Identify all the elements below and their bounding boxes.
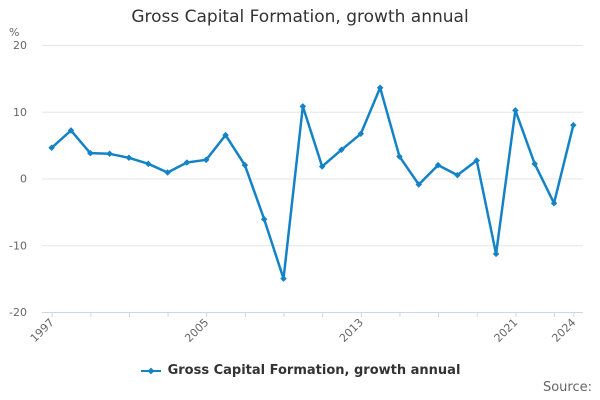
data-point-marker[interactable] bbox=[396, 153, 403, 160]
data-point-marker[interactable] bbox=[531, 160, 538, 168]
data-point-marker[interactable] bbox=[222, 131, 229, 139]
legend-label: Gross Capital Formation, growth annual bbox=[167, 363, 461, 378]
x-tick-label: 2013 bbox=[337, 316, 366, 345]
data-point-marker[interactable] bbox=[492, 250, 500, 258]
data-point-marker[interactable] bbox=[164, 169, 171, 176]
y-tick-label: 10 bbox=[13, 106, 27, 119]
x-tick-label: 1997 bbox=[28, 316, 57, 345]
data-point-marker[interactable] bbox=[454, 171, 461, 179]
data-point-marker[interactable] bbox=[299, 103, 307, 110]
data-point-marker[interactable] bbox=[512, 107, 519, 114]
legend-item[interactable]: Gross Capital Formation, growth annual bbox=[0, 363, 600, 378]
chart-title: Gross Capital Formation, growth annual bbox=[131, 7, 469, 27]
data-point-marker[interactable] bbox=[357, 130, 365, 138]
data-point-marker[interactable] bbox=[125, 154, 133, 162]
x-tick-label: 2021 bbox=[492, 316, 521, 345]
y-tick-label: -10 bbox=[9, 239, 27, 252]
data-point-marker[interactable] bbox=[415, 181, 423, 188]
legend-glyph-marker bbox=[147, 367, 154, 374]
y-tick-label: 20 bbox=[13, 39, 27, 52]
data-point-marker[interactable] bbox=[260, 215, 268, 223]
data-point-marker[interactable] bbox=[473, 157, 480, 164]
data-point-marker[interactable] bbox=[280, 275, 287, 282]
legend-line-marker-icon bbox=[140, 367, 161, 374]
y-axis-unit-label: % bbox=[9, 26, 20, 39]
y-tick-label: 0 bbox=[20, 173, 27, 186]
data-point-marker[interactable] bbox=[376, 84, 384, 91]
data-point-marker[interactable] bbox=[48, 144, 55, 152]
data-point-marker[interactable] bbox=[67, 127, 75, 134]
data-point-marker[interactable] bbox=[570, 121, 577, 129]
data-line bbox=[50, 86, 575, 280]
data-point-marker[interactable] bbox=[202, 156, 210, 164]
x-tick-label: 2024 bbox=[549, 316, 578, 345]
data-point-marker[interactable] bbox=[550, 199, 558, 207]
data-point-marker[interactable] bbox=[87, 149, 94, 157]
x-tick-label: 2005 bbox=[182, 316, 211, 345]
data-point-marker[interactable] bbox=[183, 159, 191, 166]
y-tick-label: -20 bbox=[9, 306, 27, 319]
data-point-marker[interactable] bbox=[338, 146, 345, 154]
data-point-marker[interactable] bbox=[145, 160, 152, 168]
data-point-marker[interactable] bbox=[241, 161, 249, 169]
source-credit: Source: bbox=[542, 380, 592, 395]
data-point-marker[interactable] bbox=[318, 163, 326, 170]
data-point-marker[interactable] bbox=[434, 161, 442, 169]
data-point-marker[interactable] bbox=[106, 150, 113, 158]
